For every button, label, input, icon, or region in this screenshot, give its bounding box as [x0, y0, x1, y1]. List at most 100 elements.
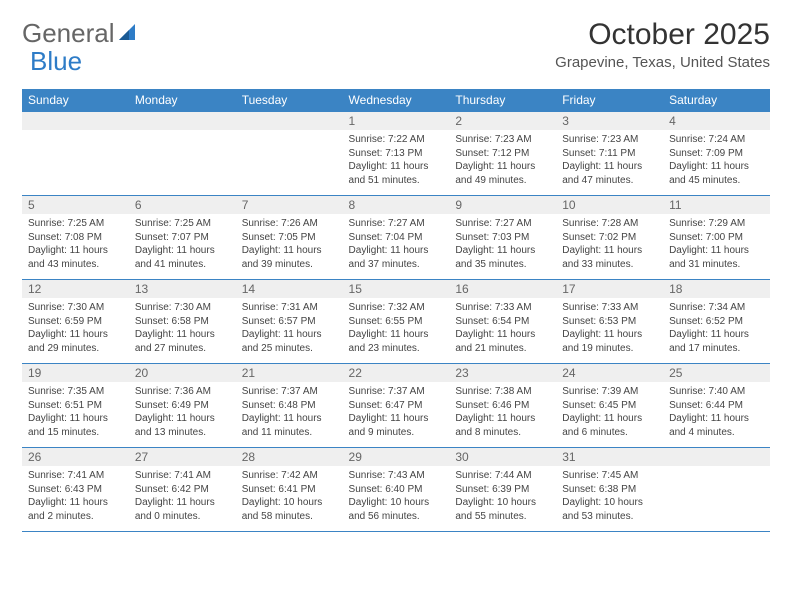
logo: General [22, 18, 141, 49]
day-cell: 3Sunrise: 7:23 AMSunset: 7:11 PMDaylight… [556, 112, 663, 196]
day-cell: 11Sunrise: 7:29 AMSunset: 7:00 PMDayligh… [663, 196, 770, 280]
day-details: Sunrise: 7:41 AMSunset: 6:43 PMDaylight:… [22, 466, 129, 531]
day-cell: 5Sunrise: 7:25 AMSunset: 7:08 PMDaylight… [22, 196, 129, 280]
day-details: Sunrise: 7:44 AMSunset: 6:39 PMDaylight:… [449, 466, 556, 531]
week-row: 1Sunrise: 7:22 AMSunset: 7:13 PMDaylight… [22, 112, 770, 196]
day-number: 19 [22, 364, 129, 382]
day-cell: 23Sunrise: 7:38 AMSunset: 6:46 PMDayligh… [449, 364, 556, 448]
day-cell: 9Sunrise: 7:27 AMSunset: 7:03 PMDaylight… [449, 196, 556, 280]
day-details: Sunrise: 7:30 AMSunset: 6:59 PMDaylight:… [22, 298, 129, 363]
day-cell: 10Sunrise: 7:28 AMSunset: 7:02 PMDayligh… [556, 196, 663, 280]
day-details: Sunrise: 7:28 AMSunset: 7:02 PMDaylight:… [556, 214, 663, 279]
day-details: Sunrise: 7:37 AMSunset: 6:47 PMDaylight:… [343, 382, 450, 447]
day-cell: 26Sunrise: 7:41 AMSunset: 6:43 PMDayligh… [22, 448, 129, 532]
day-cell [236, 112, 343, 196]
day-details: Sunrise: 7:29 AMSunset: 7:00 PMDaylight:… [663, 214, 770, 279]
day-details: Sunrise: 7:23 AMSunset: 7:12 PMDaylight:… [449, 130, 556, 195]
day-number: 24 [556, 364, 663, 382]
day-number: 26 [22, 448, 129, 466]
day-number: 18 [663, 280, 770, 298]
day-details: Sunrise: 7:24 AMSunset: 7:09 PMDaylight:… [663, 130, 770, 195]
day-cell: 12Sunrise: 7:30 AMSunset: 6:59 PMDayligh… [22, 280, 129, 364]
day-header-row: Sunday Monday Tuesday Wednesday Thursday… [22, 89, 770, 112]
day-cell: 29Sunrise: 7:43 AMSunset: 6:40 PMDayligh… [343, 448, 450, 532]
day-cell: 8Sunrise: 7:27 AMSunset: 7:04 PMDaylight… [343, 196, 450, 280]
day-number: 1 [343, 112, 450, 130]
day-cell [129, 112, 236, 196]
day-number-empty [22, 112, 129, 130]
logo-sail-icon [119, 18, 141, 49]
day-number: 7 [236, 196, 343, 214]
day-details: Sunrise: 7:36 AMSunset: 6:49 PMDaylight:… [129, 382, 236, 447]
logo-text-1: General [22, 18, 115, 49]
day-number: 23 [449, 364, 556, 382]
day-details: Sunrise: 7:22 AMSunset: 7:13 PMDaylight:… [343, 130, 450, 195]
day-details: Sunrise: 7:41 AMSunset: 6:42 PMDaylight:… [129, 466, 236, 531]
day-number: 2 [449, 112, 556, 130]
day-details: Sunrise: 7:43 AMSunset: 6:40 PMDaylight:… [343, 466, 450, 531]
week-row: 12Sunrise: 7:30 AMSunset: 6:59 PMDayligh… [22, 280, 770, 364]
day-details: Sunrise: 7:42 AMSunset: 6:41 PMDaylight:… [236, 466, 343, 531]
logo-text-2: Blue [30, 46, 82, 77]
day-details: Sunrise: 7:37 AMSunset: 6:48 PMDaylight:… [236, 382, 343, 447]
day-cell: 6Sunrise: 7:25 AMSunset: 7:07 PMDaylight… [129, 196, 236, 280]
day-number: 16 [449, 280, 556, 298]
day-cell: 16Sunrise: 7:33 AMSunset: 6:54 PMDayligh… [449, 280, 556, 364]
day-details: Sunrise: 7:40 AMSunset: 6:44 PMDaylight:… [663, 382, 770, 447]
day-header-tue: Tuesday [236, 89, 343, 112]
day-number: 14 [236, 280, 343, 298]
day-details: Sunrise: 7:23 AMSunset: 7:11 PMDaylight:… [556, 130, 663, 195]
day-details: Sunrise: 7:25 AMSunset: 7:08 PMDaylight:… [22, 214, 129, 279]
day-header-sat: Saturday [663, 89, 770, 112]
day-cell: 22Sunrise: 7:37 AMSunset: 6:47 PMDayligh… [343, 364, 450, 448]
calendar-table: Sunday Monday Tuesday Wednesday Thursday… [22, 89, 770, 532]
day-number: 17 [556, 280, 663, 298]
day-details: Sunrise: 7:39 AMSunset: 6:45 PMDaylight:… [556, 382, 663, 447]
header: General October 2025 Grapevine, Texas, U… [22, 18, 770, 71]
day-cell: 24Sunrise: 7:39 AMSunset: 6:45 PMDayligh… [556, 364, 663, 448]
day-number-empty [663, 448, 770, 466]
day-cell: 14Sunrise: 7:31 AMSunset: 6:57 PMDayligh… [236, 280, 343, 364]
week-row: 19Sunrise: 7:35 AMSunset: 6:51 PMDayligh… [22, 364, 770, 448]
day-details: Sunrise: 7:27 AMSunset: 7:04 PMDaylight:… [343, 214, 450, 279]
day-number: 10 [556, 196, 663, 214]
day-details: Sunrise: 7:38 AMSunset: 6:46 PMDaylight:… [449, 382, 556, 447]
day-details: Sunrise: 7:27 AMSunset: 7:03 PMDaylight:… [449, 214, 556, 279]
day-cell: 28Sunrise: 7:42 AMSunset: 6:41 PMDayligh… [236, 448, 343, 532]
day-number: 6 [129, 196, 236, 214]
day-cell: 2Sunrise: 7:23 AMSunset: 7:12 PMDaylight… [449, 112, 556, 196]
day-details: Sunrise: 7:30 AMSunset: 6:58 PMDaylight:… [129, 298, 236, 363]
day-cell: 25Sunrise: 7:40 AMSunset: 6:44 PMDayligh… [663, 364, 770, 448]
day-cell: 20Sunrise: 7:36 AMSunset: 6:49 PMDayligh… [129, 364, 236, 448]
day-cell: 1Sunrise: 7:22 AMSunset: 7:13 PMDaylight… [343, 112, 450, 196]
day-cell [22, 112, 129, 196]
day-cell: 17Sunrise: 7:33 AMSunset: 6:53 PMDayligh… [556, 280, 663, 364]
day-details: Sunrise: 7:26 AMSunset: 7:05 PMDaylight:… [236, 214, 343, 279]
day-number: 12 [22, 280, 129, 298]
day-details: Sunrise: 7:35 AMSunset: 6:51 PMDaylight:… [22, 382, 129, 447]
day-number: 13 [129, 280, 236, 298]
day-number: 25 [663, 364, 770, 382]
day-number: 31 [556, 448, 663, 466]
day-cell: 18Sunrise: 7:34 AMSunset: 6:52 PMDayligh… [663, 280, 770, 364]
day-number: 28 [236, 448, 343, 466]
week-row: 26Sunrise: 7:41 AMSunset: 6:43 PMDayligh… [22, 448, 770, 532]
day-header-wed: Wednesday [343, 89, 450, 112]
day-cell: 27Sunrise: 7:41 AMSunset: 6:42 PMDayligh… [129, 448, 236, 532]
day-cell [663, 448, 770, 532]
day-cell: 21Sunrise: 7:37 AMSunset: 6:48 PMDayligh… [236, 364, 343, 448]
day-details: Sunrise: 7:33 AMSunset: 6:54 PMDaylight:… [449, 298, 556, 363]
day-details: Sunrise: 7:34 AMSunset: 6:52 PMDaylight:… [663, 298, 770, 363]
day-cell: 4Sunrise: 7:24 AMSunset: 7:09 PMDaylight… [663, 112, 770, 196]
day-number: 29 [343, 448, 450, 466]
day-cell: 30Sunrise: 7:44 AMSunset: 6:39 PMDayligh… [449, 448, 556, 532]
day-header-thu: Thursday [449, 89, 556, 112]
day-number: 9 [449, 196, 556, 214]
day-cell: 31Sunrise: 7:45 AMSunset: 6:38 PMDayligh… [556, 448, 663, 532]
day-number-empty [129, 112, 236, 130]
day-details: Sunrise: 7:25 AMSunset: 7:07 PMDaylight:… [129, 214, 236, 279]
day-header-mon: Monday [129, 89, 236, 112]
day-cell: 15Sunrise: 7:32 AMSunset: 6:55 PMDayligh… [343, 280, 450, 364]
day-cell: 19Sunrise: 7:35 AMSunset: 6:51 PMDayligh… [22, 364, 129, 448]
day-number: 3 [556, 112, 663, 130]
